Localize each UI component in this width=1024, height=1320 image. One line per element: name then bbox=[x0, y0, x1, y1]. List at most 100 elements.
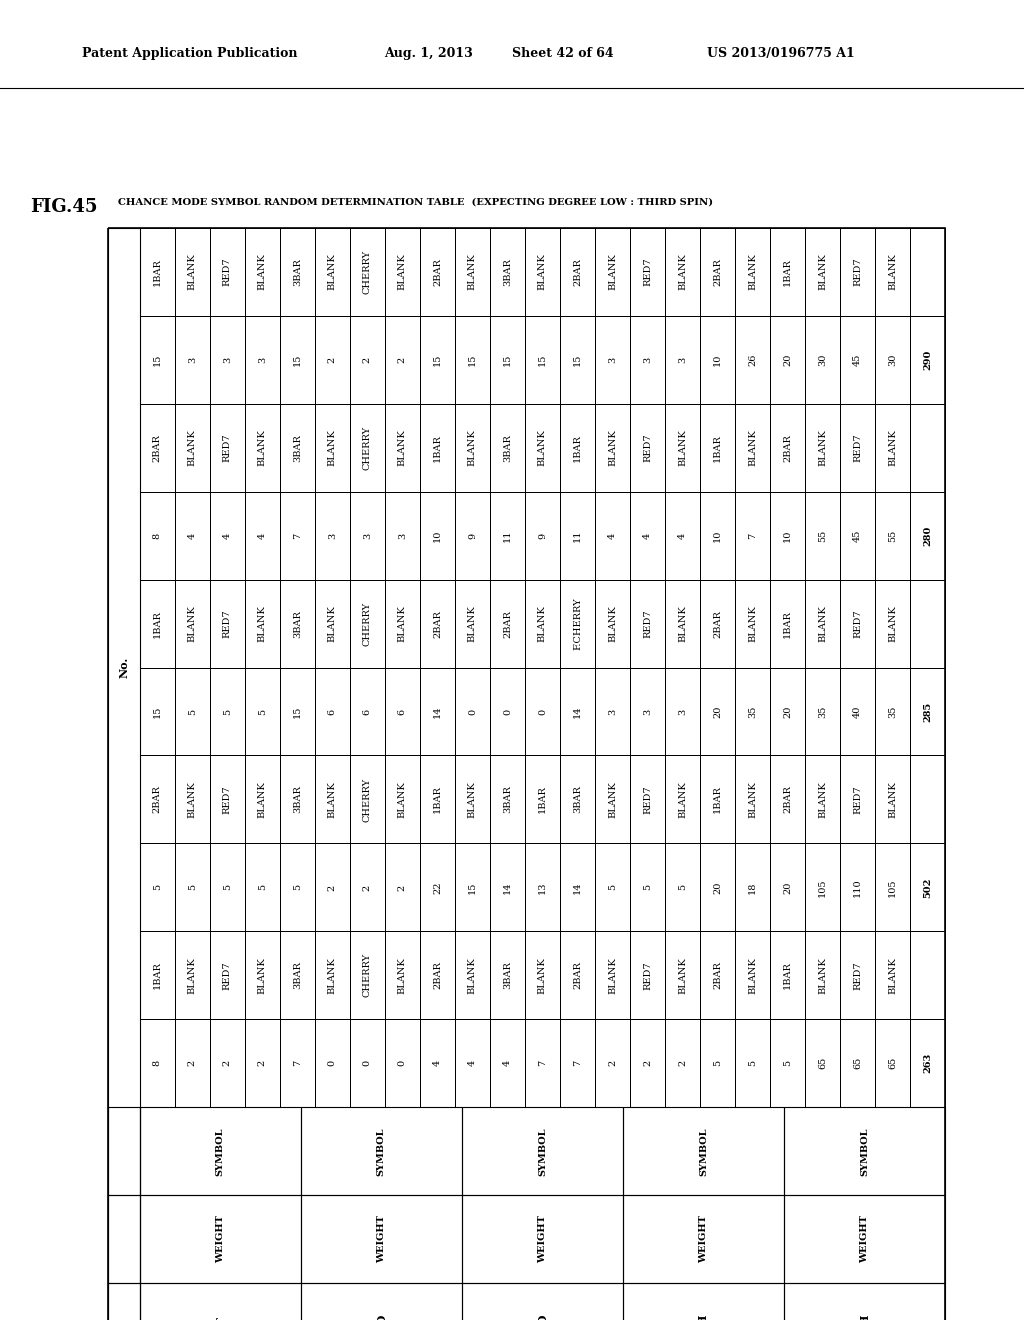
Text: 8: 8 bbox=[153, 1060, 162, 1067]
Bar bbox=[489, 1019, 525, 1107]
Bar bbox=[874, 755, 910, 843]
Bar bbox=[840, 755, 874, 843]
Text: 18: 18 bbox=[748, 882, 757, 894]
Bar bbox=[489, 843, 525, 932]
Bar bbox=[910, 1019, 945, 1107]
Text: 4: 4 bbox=[223, 532, 231, 539]
Bar bbox=[735, 843, 770, 932]
Text: 5: 5 bbox=[643, 884, 652, 891]
Bar bbox=[700, 843, 735, 932]
Text: BLANK: BLANK bbox=[818, 781, 827, 818]
Bar bbox=[735, 932, 770, 1019]
Bar bbox=[140, 315, 175, 404]
Text: 1BAR: 1BAR bbox=[153, 257, 162, 285]
Text: BLANK: BLANK bbox=[818, 429, 827, 466]
Bar bbox=[175, 843, 210, 932]
Bar bbox=[840, 404, 874, 491]
Text: BLANK: BLANK bbox=[328, 429, 337, 466]
Text: 14: 14 bbox=[572, 705, 582, 718]
Text: 2BAR: 2BAR bbox=[572, 961, 582, 989]
Bar bbox=[840, 668, 874, 755]
Text: 3: 3 bbox=[328, 532, 337, 539]
Text: WEIGHT: WEIGHT bbox=[216, 1216, 225, 1263]
Bar bbox=[210, 1019, 245, 1107]
Bar bbox=[455, 404, 489, 491]
Text: 9: 9 bbox=[468, 532, 477, 539]
Text: 20: 20 bbox=[713, 882, 722, 894]
Bar bbox=[314, 491, 350, 579]
Text: 1BAR: 1BAR bbox=[153, 610, 162, 638]
Bar bbox=[840, 579, 874, 668]
Text: 13: 13 bbox=[538, 882, 547, 894]
Bar bbox=[805, 404, 840, 491]
Text: 9: 9 bbox=[538, 532, 547, 539]
Text: 1BAR: 1BAR bbox=[433, 785, 442, 813]
Text: CHERRY: CHERRY bbox=[362, 249, 372, 294]
Text: 2: 2 bbox=[328, 356, 337, 363]
Text: 45: 45 bbox=[853, 354, 862, 366]
Text: 5: 5 bbox=[223, 709, 231, 714]
Text: BLANK: BLANK bbox=[888, 605, 897, 642]
Text: 6: 6 bbox=[362, 709, 372, 714]
Text: 30: 30 bbox=[818, 354, 827, 366]
Bar bbox=[420, 932, 455, 1019]
Text: 55: 55 bbox=[888, 529, 897, 541]
Bar bbox=[140, 755, 175, 843]
Text: 4: 4 bbox=[503, 1060, 512, 1067]
Text: 3BAR: 3BAR bbox=[293, 434, 302, 462]
Bar bbox=[840, 228, 874, 315]
Text: 290: 290 bbox=[923, 350, 932, 370]
Text: 4: 4 bbox=[187, 532, 197, 539]
Text: 1BAR: 1BAR bbox=[713, 434, 722, 462]
Text: 105: 105 bbox=[818, 878, 827, 896]
Bar bbox=[350, 579, 385, 668]
Text: BLANK: BLANK bbox=[468, 429, 477, 466]
Text: BLANK: BLANK bbox=[538, 253, 547, 290]
Text: BLANK: BLANK bbox=[678, 253, 687, 290]
Text: BLANK: BLANK bbox=[398, 957, 407, 994]
Text: RED7: RED7 bbox=[223, 433, 231, 462]
Text: 5: 5 bbox=[608, 884, 616, 891]
Bar bbox=[314, 404, 350, 491]
Bar bbox=[314, 843, 350, 932]
Text: 4: 4 bbox=[608, 532, 616, 539]
Text: 2ND: 2ND bbox=[376, 1313, 387, 1320]
Bar bbox=[525, 1019, 560, 1107]
Text: BLANK: BLANK bbox=[608, 253, 616, 290]
Text: BLANK: BLANK bbox=[748, 957, 757, 994]
Bar bbox=[385, 1019, 420, 1107]
Text: BLANK: BLANK bbox=[187, 781, 197, 818]
Text: 2: 2 bbox=[328, 884, 337, 891]
Text: 1BAR: 1BAR bbox=[783, 257, 792, 285]
Bar bbox=[245, 843, 280, 932]
Text: 35: 35 bbox=[818, 705, 827, 718]
Bar bbox=[280, 668, 314, 755]
Bar bbox=[560, 579, 595, 668]
Text: 14: 14 bbox=[503, 882, 512, 894]
Text: RED7: RED7 bbox=[853, 610, 862, 638]
Text: 5: 5 bbox=[258, 709, 267, 714]
Text: 2: 2 bbox=[258, 1060, 267, 1067]
Bar bbox=[840, 843, 874, 932]
Text: 5: 5 bbox=[223, 884, 231, 891]
Text: 3: 3 bbox=[643, 709, 652, 714]
Bar bbox=[420, 315, 455, 404]
Bar bbox=[301, 1195, 462, 1283]
Bar bbox=[700, 579, 735, 668]
Text: 0: 0 bbox=[538, 709, 547, 714]
Text: 35: 35 bbox=[748, 705, 757, 718]
Bar bbox=[385, 579, 420, 668]
Bar bbox=[623, 1283, 784, 1320]
Text: BLANK: BLANK bbox=[398, 781, 407, 818]
Text: 5: 5 bbox=[293, 884, 302, 891]
Text: RED7: RED7 bbox=[853, 257, 862, 286]
Text: 10: 10 bbox=[433, 529, 442, 541]
Bar bbox=[910, 668, 945, 755]
Bar bbox=[525, 755, 560, 843]
Text: WEIGHT: WEIGHT bbox=[860, 1216, 869, 1263]
Bar bbox=[210, 228, 245, 315]
Bar bbox=[874, 404, 910, 491]
Text: No.: No. bbox=[119, 657, 129, 678]
Text: CHERRY: CHERRY bbox=[362, 777, 372, 821]
Bar bbox=[140, 404, 175, 491]
